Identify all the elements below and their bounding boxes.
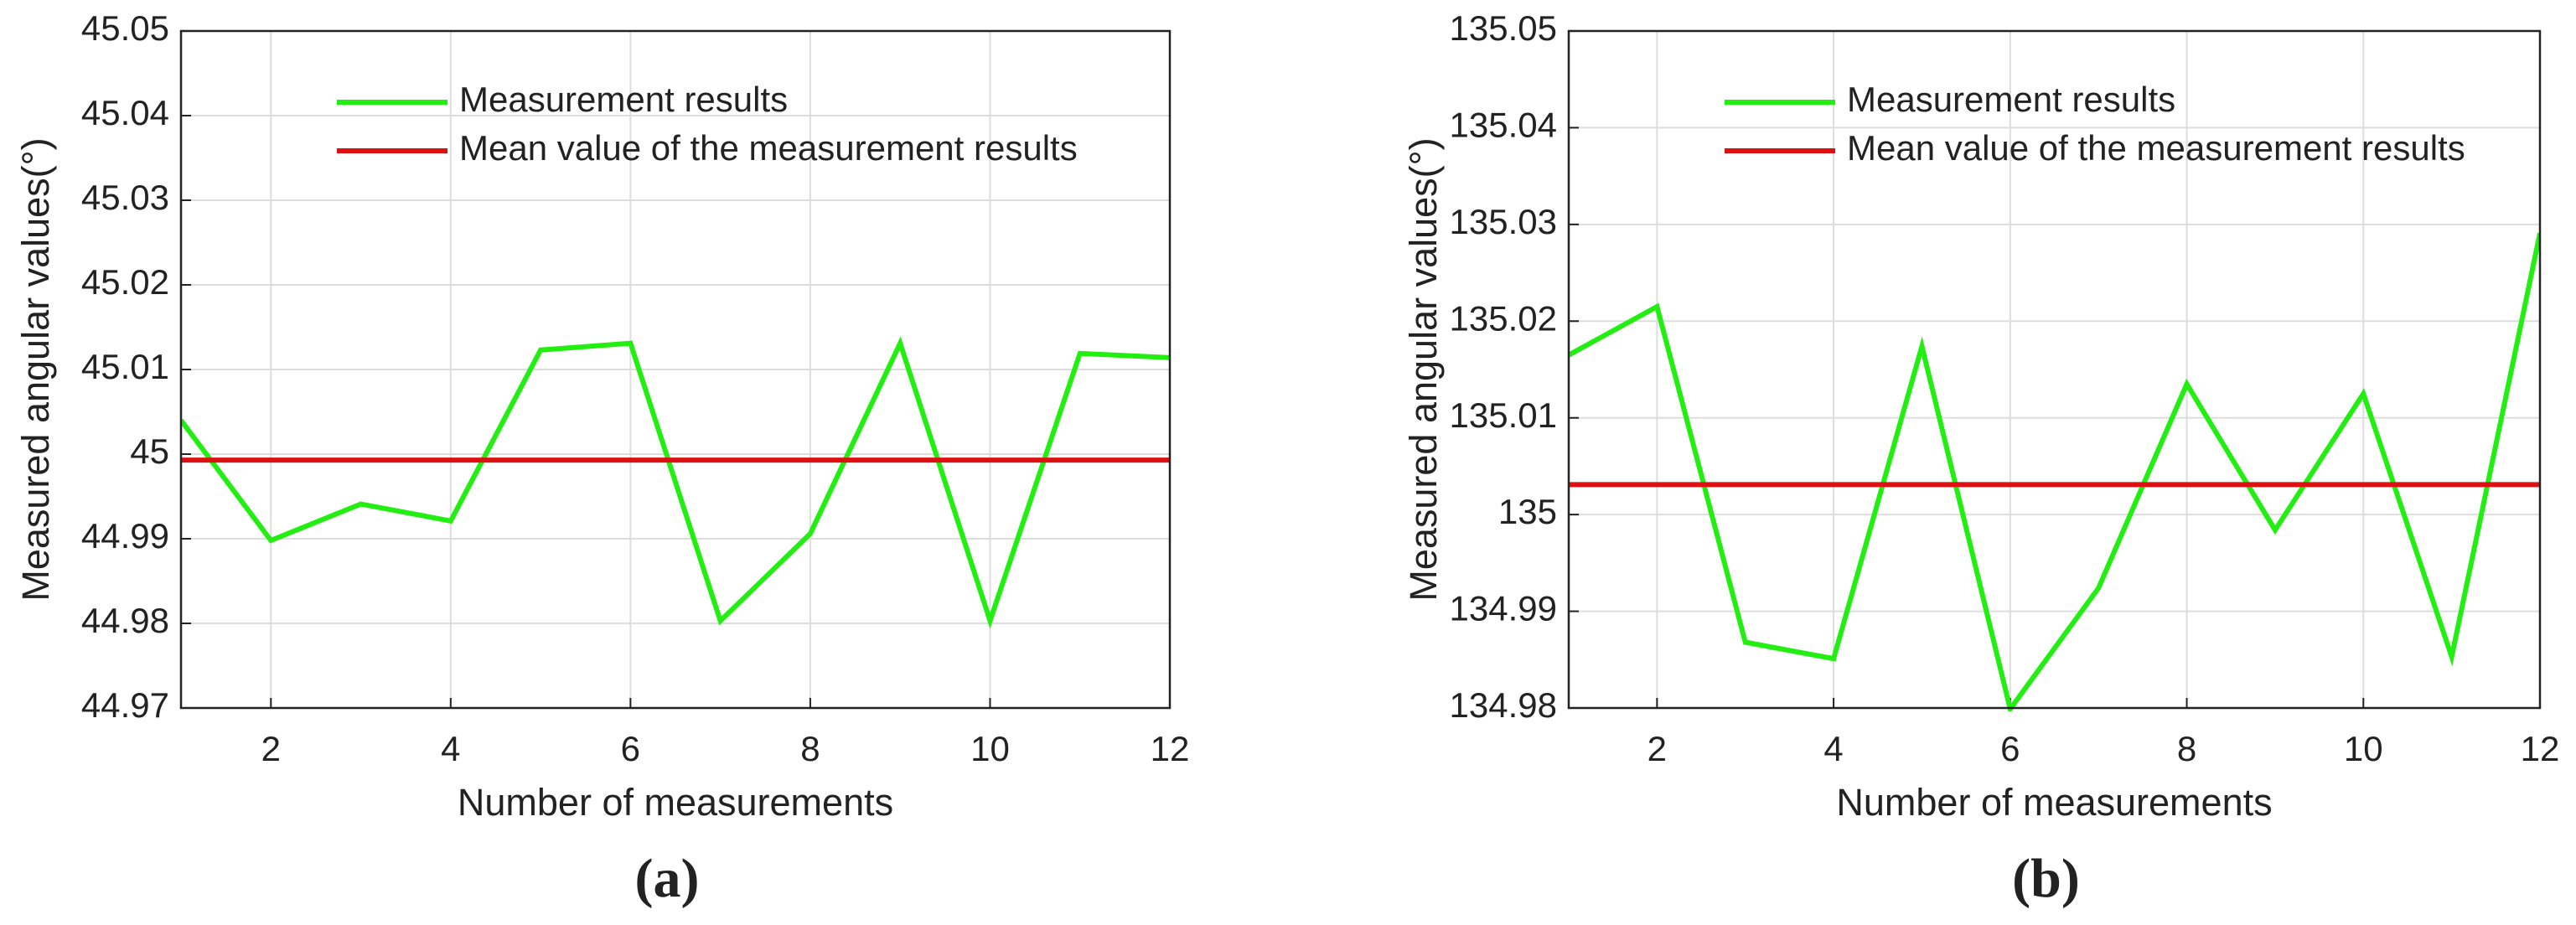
- panel-label: (b): [2012, 848, 2080, 909]
- y-tick-label: 45.02: [81, 262, 169, 302]
- x-tick-label: 2: [1648, 729, 1667, 768]
- y-tick-label: 45: [130, 431, 169, 471]
- y-tick-label: 135.04: [1450, 106, 1557, 145]
- y-tick-label: 135.01: [1450, 395, 1557, 435]
- legend-label: Mean value of the measurement results: [1847, 128, 2465, 168]
- data-line: [181, 336, 1170, 629]
- legend-label: Measurement results: [459, 80, 788, 119]
- y-tick-label: 135.05: [1450, 8, 1557, 48]
- x-tick-label: 10: [970, 729, 1010, 768]
- y-tick-label: 135: [1498, 492, 1557, 531]
- x-axis-label: Number of measurements: [1836, 781, 2272, 824]
- x-tick-label: 6: [2000, 729, 2020, 768]
- x-tick-label: 12: [2521, 729, 2560, 768]
- y-tick-label: 44.99: [81, 516, 169, 556]
- chart: 44.97 44.98 44.99 45 45.01 45.02 45.03 45.04 45.…: [14, 8, 1189, 909]
- x-axis-label: Number of measurements: [458, 781, 893, 824]
- y-tick-label: 44.97: [81, 685, 169, 725]
- x-tick-label: 8: [2177, 729, 2196, 768]
- x-tick-label: 2: [261, 729, 281, 768]
- plot-frame: [1567, 29, 2542, 710]
- y-tick-label: 45.03: [81, 178, 169, 217]
- chart: 134.98 134.99 135 135.01 135.02 135.03 135.04 1…: [1402, 8, 2559, 909]
- x-tick-label: 4: [441, 729, 460, 768]
- y-axis-label: Measured angular values(°): [14, 137, 57, 601]
- y-tick-label: 135.03: [1450, 202, 1557, 241]
- x-tick-label: 4: [1823, 729, 1843, 768]
- y-tick-label: 45.04: [81, 93, 169, 132]
- panel-label: (a): [635, 848, 700, 909]
- x-tick-label: 8: [800, 729, 820, 768]
- y-tick-label: 45.05: [81, 8, 169, 48]
- plot-frame: [179, 29, 1172, 710]
- x-tick-label: 12: [1151, 729, 1190, 768]
- y-tick-label: 45.01: [81, 347, 169, 386]
- y-tick-label: 135.02: [1450, 298, 1557, 338]
- x-tick-label: 6: [621, 729, 640, 768]
- y-tick-label: 134.99: [1450, 589, 1557, 628]
- y-tick-label: 134.98: [1450, 685, 1557, 725]
- y-axis-label: Measured angular values(°): [1402, 137, 1445, 601]
- legend-label: Mean value of the measurement results: [459, 128, 1078, 168]
- legend-label: Measurement results: [1847, 80, 2175, 119]
- data-line: [1569, 232, 2540, 711]
- x-tick-label: 10: [2344, 729, 2383, 768]
- y-tick-label: 44.98: [81, 601, 169, 640]
